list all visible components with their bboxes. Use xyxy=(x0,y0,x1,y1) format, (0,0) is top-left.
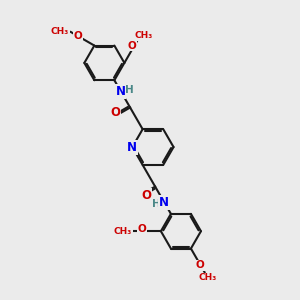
Text: CH₃: CH₃ xyxy=(199,273,217,282)
Text: N: N xyxy=(159,196,169,209)
Text: O: O xyxy=(110,106,120,119)
Text: CH₃: CH₃ xyxy=(51,27,69,36)
Text: O: O xyxy=(141,189,151,202)
Text: N: N xyxy=(127,141,137,154)
Text: CH₃: CH₃ xyxy=(114,227,132,236)
Text: O: O xyxy=(74,31,82,41)
Text: O: O xyxy=(196,260,204,270)
Text: O: O xyxy=(128,40,136,50)
Text: CH₃: CH₃ xyxy=(135,32,153,40)
Text: H: H xyxy=(125,85,134,95)
Text: O: O xyxy=(138,224,146,234)
Text: N: N xyxy=(116,85,125,98)
Text: H: H xyxy=(152,199,161,209)
